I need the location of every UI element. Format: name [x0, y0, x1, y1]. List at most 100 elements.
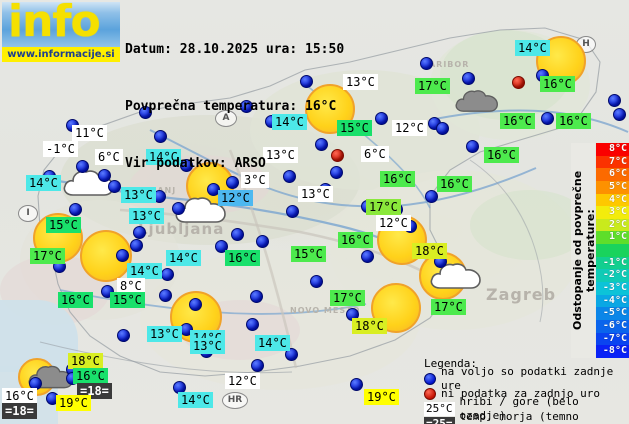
station-dot-available[interactable]: [608, 94, 621, 107]
color-scale-bar: 8°C 7°C 6°C 5°C 4°C 3°C 2°C 1°C -1°C -2°C -3°C -4°C…: [596, 143, 629, 358]
station-dot-available[interactable]: [139, 106, 152, 119]
color-scale-title: Odstopanje od povprečne temperature:: [571, 143, 597, 358]
station-dot-available[interactable]: [425, 190, 438, 203]
temperature-label: 13°C: [129, 208, 164, 224]
color-scale-step: 1°C: [596, 231, 629, 245]
country-code-marker: I: [18, 205, 38, 222]
color-scale-step: -8°C: [596, 345, 629, 358]
temperature-label: 16°C: [338, 232, 373, 248]
station-dot-available[interactable]: [159, 289, 172, 302]
station-dot-available[interactable]: [215, 240, 228, 253]
city-name-label: Zagreb: [486, 285, 557, 304]
temperature-label: 3°C: [241, 172, 269, 188]
color-scale-step: [596, 244, 629, 257]
station-dot-available[interactable]: [613, 108, 626, 121]
station-dot-available[interactable]: [207, 183, 220, 196]
header-date-line: Datum: 28.10.2025 ura: 15:50: [125, 42, 345, 57]
station-dot-available[interactable]: [161, 268, 174, 281]
station-dot-available[interactable]: [116, 249, 129, 262]
station-dot-available[interactable]: [361, 250, 374, 263]
color-scale-step: -1°C: [596, 256, 629, 270]
legend-blue-text: na voljo so podatki zadnje ure: [441, 364, 614, 392]
temperature-label: 16°C: [484, 147, 519, 163]
station-dot-available[interactable]: [330, 166, 343, 179]
station-dot-available[interactable]: [310, 275, 323, 288]
temperature-label: 15°C: [291, 246, 326, 262]
station-dot-available[interactable]: [256, 235, 269, 248]
station-dot-available[interactable]: [436, 122, 449, 135]
station-dot-available[interactable]: [300, 75, 313, 88]
station-dot-available[interactable]: [180, 159, 193, 172]
station-dot-available[interactable]: [283, 170, 296, 183]
station-dot-available[interactable]: [240, 100, 253, 113]
station-dot-available[interactable]: [154, 130, 167, 143]
station-dot-available[interactable]: [108, 180, 121, 193]
temperature-label: 16°C: [2, 388, 37, 404]
site-logo[interactable]: info www.informacije.si: [2, 2, 120, 62]
temperature-label: 12°C: [392, 120, 427, 136]
station-dot-available[interactable]: [350, 378, 363, 391]
temperature-label: 16°C: [73, 368, 108, 384]
temperature-label: 14°C: [26, 175, 61, 191]
temperature-label: 14°C: [272, 114, 307, 130]
temperature-label: 14°C: [146, 149, 181, 165]
hills-chip: 25°C: [424, 401, 455, 416]
temperature-label: 6°C: [95, 149, 123, 165]
temperature-label: 17°C: [431, 299, 466, 315]
color-scale-step: 4°C: [596, 193, 629, 207]
temperature-label: 12°C: [225, 373, 260, 389]
color-scale-step: -5°C: [596, 307, 629, 320]
logo-url-band: www.informacije.si: [2, 47, 120, 62]
color-scale: Odstopanje od povprečne temperature: 8°C…: [560, 143, 629, 358]
color-scale-step: 2°C: [596, 218, 629, 232]
station-dot-available[interactable]: [226, 176, 239, 189]
temperature-label: 13°C: [298, 186, 333, 202]
temperature-label: 13°C: [121, 187, 156, 203]
legend-title: Legenda:: [424, 356, 477, 370]
temperature-label: 16°C: [500, 113, 535, 129]
city-name-label: MARIBOR: [420, 60, 470, 69]
temperature-label: 13°C: [343, 74, 378, 90]
temperature-label: 15°C: [110, 292, 145, 308]
station-dot-missing[interactable]: [331, 149, 344, 162]
station-dot-available[interactable]: [117, 329, 130, 342]
station-dot-available[interactable]: [69, 203, 82, 216]
station-dot-missing[interactable]: [512, 76, 525, 89]
station-dot-available[interactable]: [375, 112, 388, 125]
sea-temperature-label: =18=: [2, 403, 37, 419]
station-dot-available[interactable]: [251, 359, 264, 372]
station-dot-available[interactable]: [76, 160, 89, 173]
station-dot-available[interactable]: [286, 205, 299, 218]
temperature-label: 14°C: [127, 263, 162, 279]
station-dot-available[interactable]: [466, 140, 479, 153]
station-dot-available[interactable]: [98, 169, 111, 182]
station-dot-available[interactable]: [462, 72, 475, 85]
city-name-label: Ljubljana: [138, 220, 225, 238]
station-dot-available[interactable]: [189, 298, 202, 311]
station-dot-available[interactable]: [541, 112, 554, 125]
color-scale-step: -3°C: [596, 282, 629, 295]
legend-red-text: ni podatka za zadnjo uro: [441, 386, 600, 400]
station-dot-available[interactable]: [250, 290, 263, 303]
station-dot-available[interactable]: [231, 228, 244, 241]
header-avg-temp-line: Povprečna temperatura: 16°C: [125, 99, 337, 114]
temperature-label: 19°C: [56, 395, 91, 411]
station-dot-available[interactable]: [285, 348, 298, 361]
temperature-label: 16°C: [58, 292, 93, 308]
station-dot-available[interactable]: [420, 57, 433, 70]
temperature-label: 17°C: [30, 248, 65, 264]
station-dot-available[interactable]: [315, 138, 328, 151]
cloud-icon: [430, 262, 482, 290]
legend-row-blue: na voljo so podatki zadnje ure: [424, 365, 624, 392]
station-dot-available[interactable]: [133, 226, 146, 239]
color-scale-step: 5°C: [596, 180, 629, 194]
color-scale-step: -2°C: [596, 269, 629, 283]
legend-row-sea: =25= temp. morja (temno ozadje): [424, 410, 624, 424]
country-code-marker: HR: [222, 392, 248, 409]
station-dot-available[interactable]: [130, 239, 143, 252]
station-dot-available[interactable]: [246, 318, 259, 331]
temperature-label: -1°C: [43, 141, 78, 157]
temperature-label: 16°C: [540, 76, 575, 92]
station-dot-available[interactable]: [172, 202, 185, 215]
legend-hills-text: hribi / gore (belo ozadje): [459, 394, 579, 422]
